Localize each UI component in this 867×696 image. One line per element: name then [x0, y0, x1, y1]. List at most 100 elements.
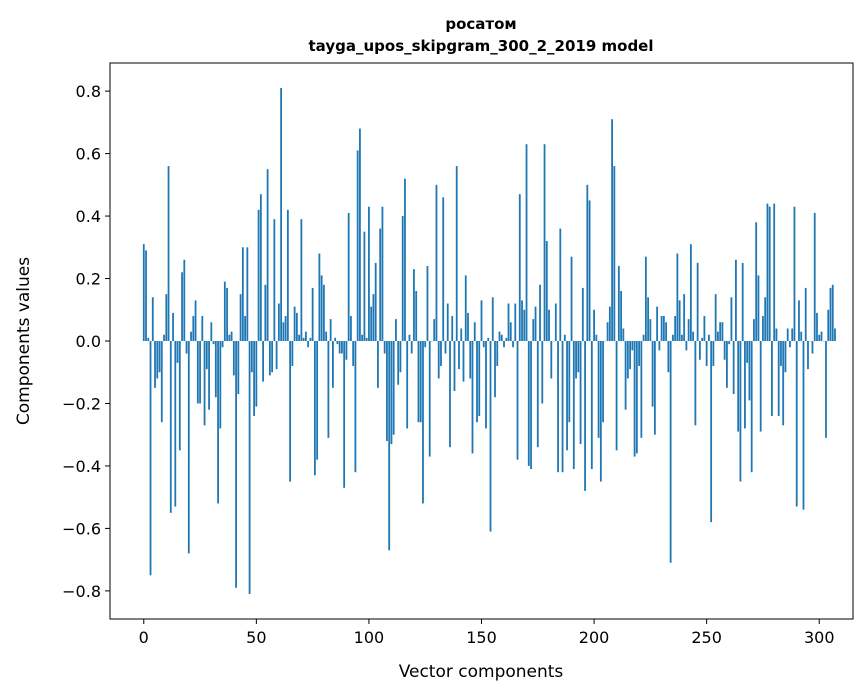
bar — [284, 316, 287, 341]
bar — [388, 341, 391, 551]
bar — [307, 341, 310, 348]
y-tick-label: −0.6 — [62, 519, 101, 538]
bar — [545, 241, 548, 341]
bar — [665, 322, 668, 341]
bar — [325, 331, 328, 341]
bar — [142, 244, 145, 341]
bar — [667, 341, 670, 373]
y-tick-label: 0.4 — [76, 207, 101, 226]
bar — [244, 316, 246, 341]
bar — [318, 253, 321, 341]
bar — [543, 144, 546, 341]
bar — [753, 319, 755, 341]
bar — [739, 341, 742, 482]
bar — [660, 316, 663, 341]
bar — [309, 337, 312, 341]
bar — [277, 303, 280, 341]
x-tick-label: 100 — [354, 628, 385, 647]
bar — [241, 247, 244, 341]
bar — [320, 275, 323, 341]
bar — [338, 341, 341, 354]
bar — [334, 337, 337, 341]
bar — [759, 341, 762, 432]
bar — [397, 341, 400, 385]
bar — [653, 341, 656, 435]
bar — [595, 334, 598, 341]
bar — [689, 244, 692, 341]
bar — [217, 341, 219, 504]
bar — [194, 300, 197, 341]
y-tick-label: 0.0 — [76, 332, 101, 351]
bar — [232, 341, 235, 376]
bar — [505, 337, 508, 341]
bar — [642, 334, 645, 341]
bar — [343, 341, 346, 488]
bar — [289, 341, 292, 482]
y-axis-label: Components values — [14, 257, 34, 425]
bar — [597, 341, 600, 438]
bar — [390, 341, 393, 445]
bar — [374, 262, 377, 341]
bar — [631, 341, 634, 351]
y-tick-label: 0.2 — [76, 270, 101, 289]
bar — [262, 341, 264, 382]
bar — [266, 169, 269, 341]
bar — [406, 341, 409, 429]
bar — [703, 316, 706, 341]
bar — [775, 328, 778, 341]
bar — [199, 341, 201, 404]
bar — [381, 206, 384, 341]
bar — [723, 341, 726, 360]
bar — [656, 306, 659, 341]
bar — [201, 316, 204, 341]
chart-title: росатом — [445, 15, 516, 33]
bar — [599, 341, 602, 482]
y-tick-label: 0.8 — [76, 82, 101, 101]
bar — [359, 128, 361, 341]
bar — [771, 341, 773, 416]
bar — [712, 341, 715, 366]
bar — [640, 341, 643, 438]
bar — [708, 334, 710, 341]
bar — [149, 341, 152, 576]
chart-subtitle: tayga_upos_skipgram_300_2_2019 model — [309, 37, 654, 55]
bar — [503, 341, 505, 348]
bar — [413, 269, 415, 341]
bar — [827, 309, 830, 341]
bar — [372, 294, 375, 341]
bar — [669, 341, 672, 563]
bar — [365, 337, 368, 341]
bar — [449, 341, 451, 448]
bar — [383, 341, 386, 354]
bar — [548, 309, 550, 341]
bar — [532, 319, 535, 341]
bar — [635, 341, 638, 454]
bar — [271, 341, 274, 373]
bar — [192, 316, 195, 341]
bar — [786, 328, 789, 341]
bar — [453, 341, 456, 391]
bar — [523, 309, 526, 341]
bar — [651, 341, 654, 407]
bar — [404, 178, 406, 341]
x-tick-label: 250 — [691, 628, 722, 647]
bar — [593, 309, 595, 341]
bar — [489, 341, 492, 532]
bar — [239, 294, 242, 341]
bar — [458, 341, 460, 370]
bar — [683, 294, 686, 341]
bar — [230, 331, 233, 341]
bar — [480, 300, 483, 341]
bar — [784, 341, 787, 373]
bar — [536, 341, 539, 448]
bar — [259, 194, 262, 341]
bar — [311, 287, 314, 341]
bar — [719, 322, 722, 341]
bar — [530, 341, 532, 470]
bar — [246, 247, 249, 341]
bar — [482, 341, 485, 348]
bar — [212, 341, 215, 345]
bar — [687, 319, 690, 341]
bar — [160, 341, 163, 423]
